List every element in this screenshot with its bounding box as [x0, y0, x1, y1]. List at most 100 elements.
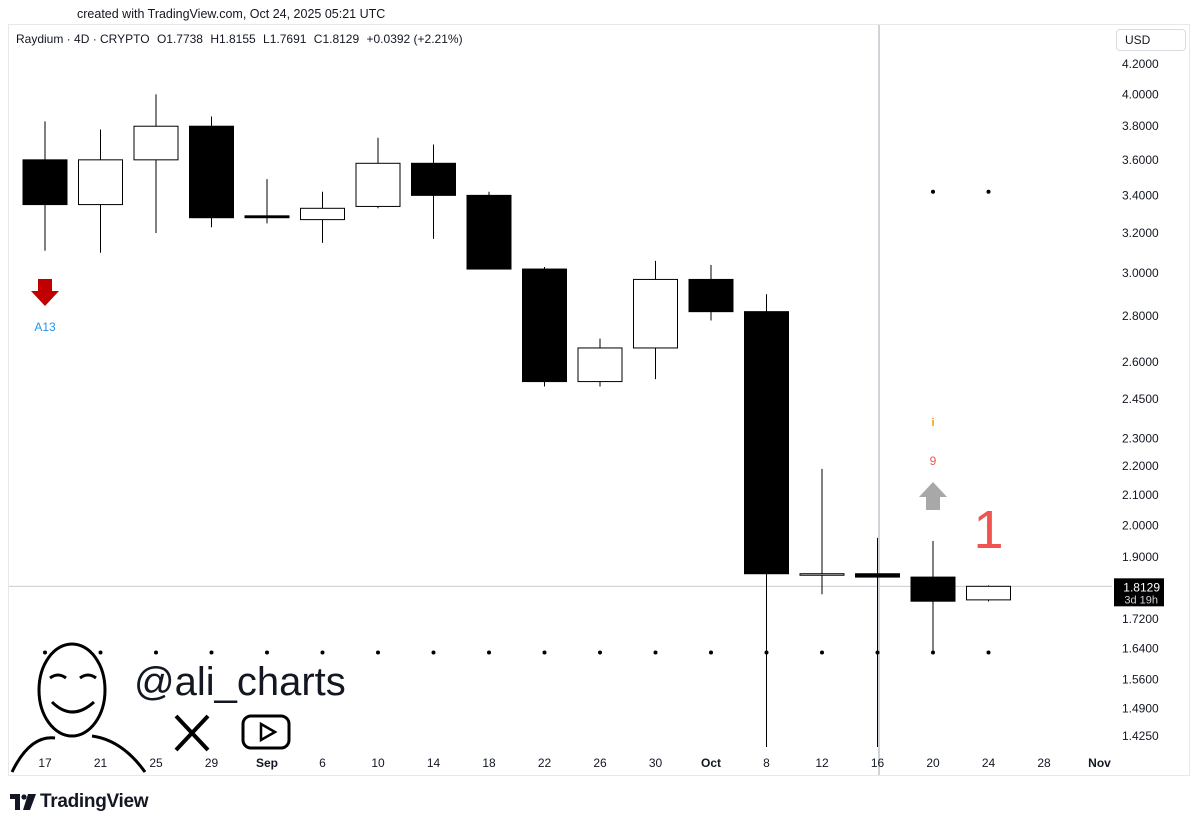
y-axis-tick-label: 2.1000: [1122, 488, 1159, 502]
bullish-candle: [300, 207, 345, 221]
support-dot: [542, 650, 547, 655]
y-axis-tick-label: 1.4250: [1122, 729, 1159, 743]
bullish-candle: [133, 125, 179, 161]
support-dot: [986, 650, 991, 655]
support-dot: [265, 650, 269, 655]
bearish-candle: [855, 573, 900, 578]
y-axis-tick-label: 2.4500: [1122, 392, 1159, 406]
x-axis-tick-label: 6: [319, 756, 326, 770]
x-axis-tick-label: 18: [482, 756, 496, 770]
x-axis-tick-label: 26: [593, 756, 607, 770]
ohlc-change: +0.0392 (+2.21%): [366, 32, 463, 46]
support-dot: [487, 650, 491, 655]
bullish-candle: [577, 347, 623, 383]
y-axis-tick-label: 4.0000: [1122, 87, 1159, 101]
bearish-candle: [688, 278, 734, 313]
tradingview-logo-icon: [10, 794, 36, 810]
support-dot: [209, 650, 214, 655]
x-axis-tick-label: 29: [205, 756, 219, 770]
bearish-candle: [22, 159, 68, 206]
bearish-candle: [910, 576, 956, 602]
symbol-legend[interactable]: Raydium · 4D · CRYPTO O1.7738 H1.8155 L1…: [16, 32, 467, 46]
resistance-dot: [931, 189, 935, 194]
support-dot: [43, 650, 47, 655]
x-axis-tick-label: Nov: [1088, 756, 1111, 770]
support-dot: [320, 650, 325, 655]
bearish-candle: [411, 162, 456, 196]
support-dot: [653, 650, 658, 655]
ohlc-high: H1.8155: [210, 32, 256, 46]
youtube-icon: [241, 714, 291, 750]
bearish-candle: [244, 215, 290, 219]
y-axis-tick-label: 1.9000: [1122, 550, 1159, 564]
support-dot: [376, 650, 380, 655]
x-axis-tick-label: 14: [427, 756, 441, 770]
buy-setup-count-label: 9: [930, 454, 937, 468]
y-axis-tick-label: 2.0000: [1122, 518, 1159, 532]
y-axis-tick-label: 2.2000: [1122, 459, 1159, 473]
price-label-value: 1.8129: [1123, 580, 1160, 594]
y-axis-tick-label: 2.8000: [1122, 309, 1159, 323]
y-axis-tick-label: 4.2000: [1122, 57, 1159, 71]
avatar-head: [37, 642, 107, 738]
avatar-shoulders: [10, 734, 147, 773]
price-label-countdown: 3d 19h: [1124, 594, 1158, 606]
bearish-candle: [522, 268, 567, 383]
support-dot: [154, 650, 158, 655]
support-dot: [431, 650, 436, 655]
ohlc-close: C1.8129: [313, 32, 360, 46]
x-axis-tick-label: 21: [94, 756, 108, 770]
x-axis-tick-label: 20: [926, 756, 940, 770]
sell-arrow-icon: [31, 279, 59, 306]
currency-selector[interactable]: USD: [1116, 29, 1186, 51]
y-axis-tick-label: 1.5600: [1122, 673, 1159, 687]
y-axis-tick-label: 1.6400: [1122, 642, 1159, 656]
bullish-candle: [78, 159, 123, 206]
x-axis-tick-label: 24: [982, 756, 996, 770]
x-axis-tick-label: 16: [871, 756, 885, 770]
x-social-icon: [174, 714, 210, 752]
bearish-candle: [744, 311, 789, 575]
avatar-eyes: [49, 673, 97, 680]
support-dot: [709, 650, 713, 655]
bearish-candle: [466, 194, 512, 270]
signal-marker-dot: i: [931, 417, 934, 429]
support-dot: [598, 650, 602, 655]
y-axis-tick-label: 1.7200: [1122, 612, 1159, 626]
youtube-play-icon: [259, 721, 278, 743]
tradingview-logo[interactable]: TradingView: [10, 791, 149, 813]
ohlc-low: L1.7691: [263, 32, 307, 46]
x-axis-tick-label: 17: [38, 756, 52, 770]
bullish-candle: [966, 585, 1011, 601]
support-dot: [98, 650, 103, 655]
x-axis-tick-label: 12: [815, 756, 829, 770]
countdown-label: 1: [973, 500, 1003, 560]
x-axis-tick-label: 22: [538, 756, 552, 770]
y-axis-tick-label: 3.4000: [1122, 188, 1159, 202]
tradingview-brand-name: TradingView: [40, 791, 149, 812]
y-axis-tick-label: 2.3000: [1122, 431, 1159, 445]
x-axis-tick-label: Sep: [256, 756, 278, 770]
support-dot: [820, 650, 824, 655]
price-label-box: [1114, 578, 1164, 607]
y-axis-tick-label: 2.6000: [1122, 355, 1159, 369]
x-axis-tick-label: 25: [149, 756, 163, 770]
x-axis-tick-label: 28: [1037, 756, 1051, 770]
y-axis-tick-label: 3.2000: [1122, 226, 1159, 240]
x-axis-tick-label: 30: [649, 756, 663, 770]
export-caption: created with TradingView.com, Oct 24, 20…: [77, 7, 386, 21]
watermark-handle: @ali_charts: [134, 660, 346, 704]
chart-frame: [8, 24, 1190, 776]
bullish-candle: [355, 162, 401, 207]
x-axis-tick-label: Oct: [701, 756, 721, 770]
avatar-smile: [50, 700, 96, 714]
bearish-candle: [189, 125, 234, 219]
y-axis-tick-label: 1.4900: [1122, 701, 1159, 715]
bullish-candle: [633, 278, 678, 349]
bullish-candle: [799, 573, 845, 576]
y-axis-tick-label: 3.0000: [1122, 266, 1159, 280]
symbol-name[interactable]: Raydium · 4D · CRYPTO: [16, 32, 150, 46]
sell-signal-label: A13: [34, 320, 56, 334]
